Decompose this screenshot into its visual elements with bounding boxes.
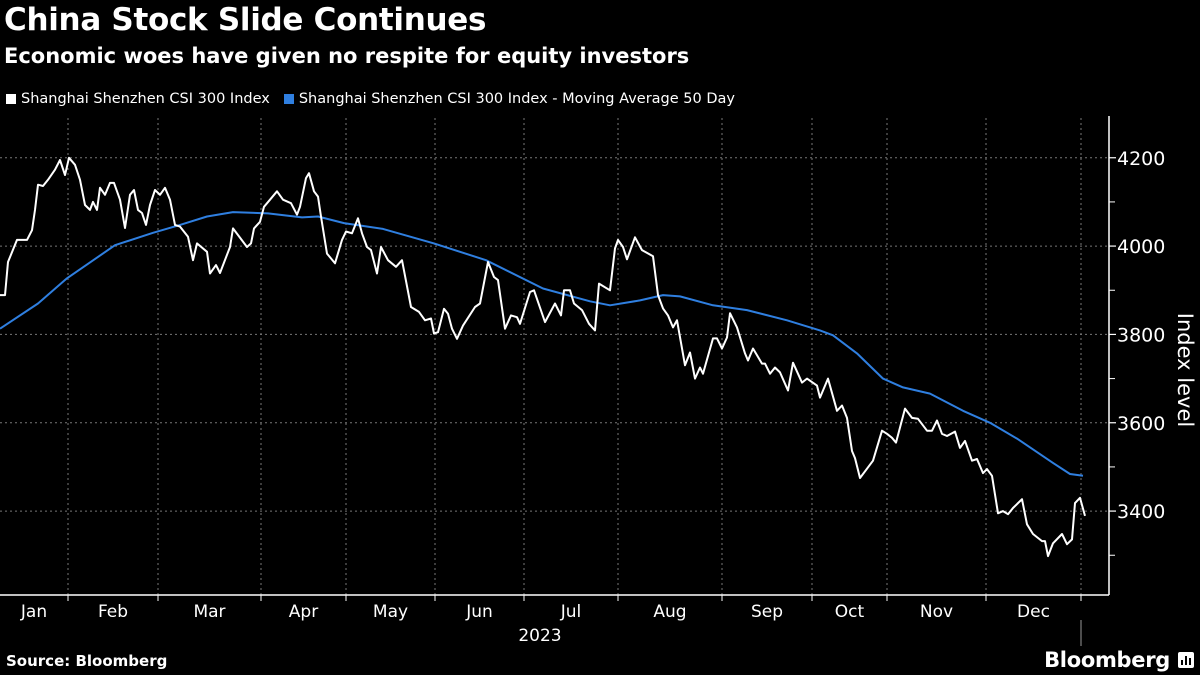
x-tick-label-nov: Nov bbox=[920, 602, 953, 622]
y-axis-title: Index level bbox=[1173, 313, 1197, 427]
y-tick-label: 3600 bbox=[1117, 413, 1165, 435]
bloomberg-logo: Bloomberg bbox=[1044, 648, 1194, 672]
x-tick-label-jan: Jan bbox=[20, 602, 47, 622]
y-tick-label: 4200 bbox=[1117, 148, 1165, 170]
x-tick-label-jun: Jun bbox=[465, 602, 493, 622]
series-line-csi300 bbox=[0, 156, 1086, 558]
x-tick-label-oct: Oct bbox=[835, 602, 865, 622]
legend: Shanghai Shenzhen CSI 300 Index Shanghai… bbox=[6, 91, 735, 107]
x-axis-year-label: 2023 bbox=[518, 626, 561, 646]
x-tick-label-may: May bbox=[373, 602, 408, 622]
x-tick-label-sep: Sep bbox=[751, 602, 783, 622]
y-tick-label: 3800 bbox=[1117, 324, 1165, 346]
x-tick-label-dec: Dec bbox=[1017, 602, 1050, 622]
chart-subtitle: Economic woes have given no respite for … bbox=[4, 44, 690, 68]
x-tick-label-jul: Jul bbox=[560, 602, 582, 622]
legend-item-moving-average: Shanghai Shenzhen CSI 300 Index - Moving… bbox=[283, 91, 735, 107]
x-tick-label-feb: Feb bbox=[98, 602, 128, 622]
chart-title: China Stock Slide Continues bbox=[4, 2, 487, 38]
legend-label: Shanghai Shenzhen CSI 300 Index bbox=[21, 91, 270, 107]
legend-item-index: Shanghai Shenzhen CSI 300 Index bbox=[6, 91, 270, 107]
source-note: Source: Bloomberg bbox=[6, 652, 168, 670]
legend-swatch-white bbox=[6, 94, 16, 104]
brand-name: Bloomberg bbox=[1044, 648, 1170, 672]
y-tick-label: 3400 bbox=[1117, 501, 1165, 523]
y-tick-label: 4000 bbox=[1117, 236, 1165, 258]
legend-swatch-blue bbox=[283, 94, 294, 104]
x-tick-label-apr: Apr bbox=[289, 602, 318, 622]
x-tick-label-aug: Aug bbox=[653, 602, 686, 622]
bloomberg-chart-icon bbox=[1178, 652, 1194, 668]
series-line-moving-average-50d bbox=[0, 211, 1084, 477]
legend-label: Shanghai Shenzhen CSI 300 Index - Moving… bbox=[298, 91, 735, 107]
x-tick-label-mar: Mar bbox=[193, 602, 225, 622]
